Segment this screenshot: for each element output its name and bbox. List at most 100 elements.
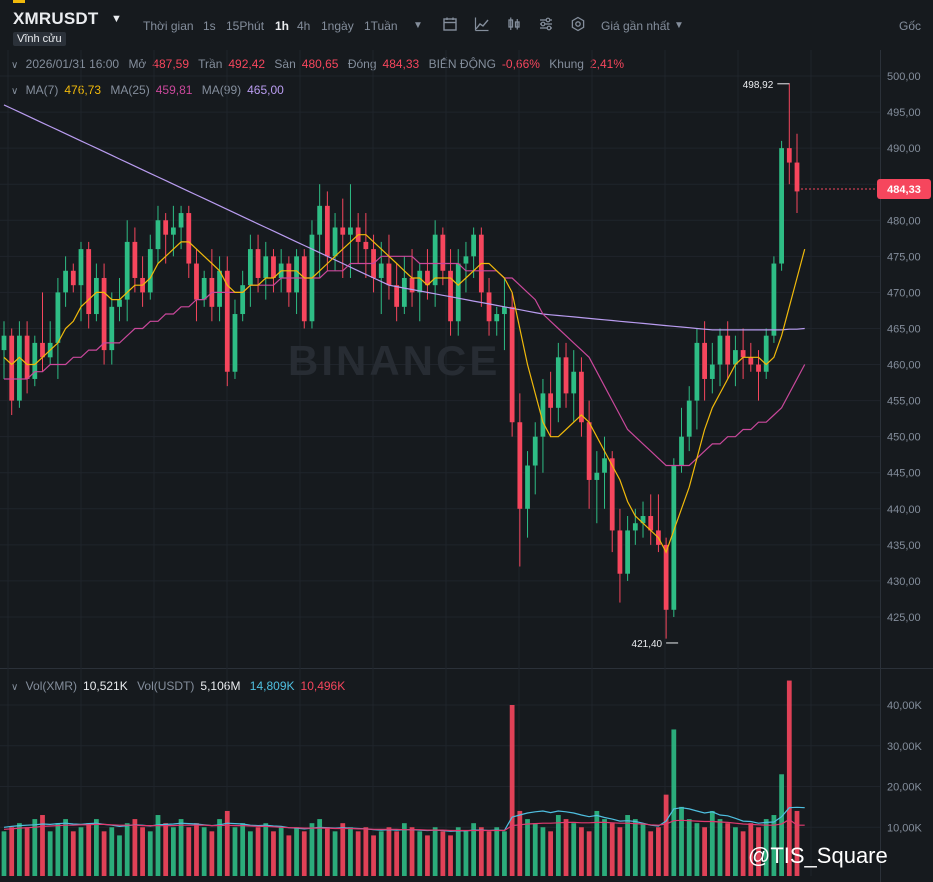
volume-bar [348, 827, 353, 876]
candle-body [702, 342, 707, 379]
ma7-value: 476,73 [64, 83, 102, 97]
volume-bar [240, 823, 246, 876]
last-price-label: 484,33 [887, 184, 921, 196]
candle-body [486, 292, 492, 322]
tab-1s[interactable]: 1s [203, 19, 216, 33]
volume-bar [170, 827, 176, 876]
range-value: 2,41% [589, 57, 625, 71]
volume-bar [301, 831, 307, 876]
volume-bar [648, 831, 654, 876]
volume-bar [740, 831, 746, 876]
high-label: Trần [198, 57, 223, 71]
volume-bar [494, 827, 500, 876]
candle-body [294, 256, 299, 293]
volume-bar [140, 827, 145, 876]
tab-15m[interactable]: 15Phút [226, 19, 265, 33]
ma99-value: 465,00 [247, 83, 284, 97]
tab-1d[interactable]: 1ngày [321, 19, 354, 33]
candle-body [363, 241, 369, 250]
candle-body [448, 270, 453, 322]
credit-watermark: @TIS_Square [748, 843, 888, 869]
candle-body [525, 465, 530, 509]
timeframe-more-icon[interactable]: ▼ [413, 20, 423, 31]
vol-ma1-value: 14,809K [249, 679, 295, 693]
ma25-line [4, 255, 806, 467]
volume-collapse-icon[interactable]: ∨ [11, 682, 19, 693]
scale-mode-button[interactable]: Gốc [898, 19, 921, 33]
candle-body [571, 371, 577, 394]
volume-bar [86, 823, 92, 876]
candle-body [579, 371, 584, 423]
volume-bar [432, 827, 438, 876]
candle-body [494, 314, 500, 322]
volume-bar [779, 774, 784, 876]
settings-icon[interactable] [570, 16, 586, 32]
volume-bars [1, 680, 800, 876]
candle-body [232, 314, 238, 372]
tab-1w[interactable]: 1Tuần [364, 19, 398, 33]
volume-bar [617, 827, 623, 876]
volume-bar [78, 827, 84, 876]
volume-bar [232, 827, 238, 876]
volume-bar [694, 823, 700, 876]
indicators-icon[interactable] [538, 16, 554, 32]
volume-bar [563, 819, 569, 876]
candle-body [771, 263, 777, 336]
candle-body [794, 162, 800, 192]
candle-body [40, 342, 45, 358]
candle-body [240, 285, 246, 315]
calendar-icon[interactable] [442, 16, 458, 32]
volume-bar [656, 827, 661, 876]
candle-body [1, 335, 7, 351]
price-type-select[interactable]: Giá gần nhất [601, 19, 670, 33]
symbol-title[interactable]: XMRUSDT [13, 9, 99, 28]
ma25-label: MA(25) [110, 83, 150, 97]
volume-bar [201, 827, 207, 876]
volume-tick-label: 10,00K [887, 822, 923, 834]
volume-bar [394, 831, 400, 876]
volume-bar [502, 831, 507, 876]
volume-bar [294, 827, 299, 876]
candle-body [586, 422, 592, 480]
candle-body [301, 256, 307, 322]
volume-bar [679, 806, 684, 876]
moving-average-lines [3, 104, 806, 832]
candle-body [694, 342, 700, 401]
ma7-line [3, 234, 806, 554]
tab-4h[interactable]: 4h [297, 19, 311, 33]
volume-bar [132, 819, 138, 876]
volume-bar [725, 823, 731, 876]
volume-bar [586, 831, 592, 876]
volume-bar [625, 815, 631, 876]
tab-time[interactable]: Thời gian [143, 19, 194, 33]
symbol-dropdown-icon[interactable]: ▼ [111, 13, 122, 25]
volume-bar [640, 823, 646, 876]
price-tick-label: 490,00 [887, 143, 921, 155]
top-toolbar: XMRUSDT ▼ Vĩnh cửu Thời gian 1s 15Phút 1… [0, 0, 933, 50]
ma-collapse-icon[interactable]: ∨ [11, 86, 19, 97]
ma99-line [3, 104, 805, 331]
candle-body [709, 364, 715, 379]
candle-body [463, 256, 469, 264]
volume-bar [278, 827, 284, 876]
candle-body [317, 205, 323, 235]
candle-type-icon[interactable] [506, 16, 522, 32]
volume-bar [163, 823, 169, 876]
candle-body [9, 335, 15, 401]
ma99-label: MA(99) [201, 83, 242, 97]
close-value: 484,33 [382, 57, 420, 71]
volume-bar [255, 827, 261, 876]
change-value: -0,66% [501, 57, 540, 71]
candle-body [763, 335, 769, 372]
tab-1h[interactable]: 1h [275, 19, 290, 33]
candle-body [217, 270, 222, 307]
candle-body [401, 277, 407, 307]
candle-body [417, 270, 423, 293]
price-type-dropdown-icon[interactable]: ▼ [674, 20, 684, 31]
volume-bar [748, 823, 754, 876]
volume-bar [247, 831, 253, 876]
line-chart-icon[interactable] [474, 16, 490, 32]
vol-usdt-label: Vol(USDT) [137, 679, 195, 693]
ohlc-collapse-icon[interactable]: ∨ [11, 60, 19, 71]
